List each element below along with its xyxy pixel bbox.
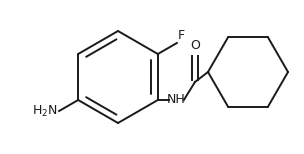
- Text: H$_2$N: H$_2$N: [32, 103, 57, 119]
- Text: O: O: [190, 39, 200, 52]
- Text: NH: NH: [167, 93, 185, 105]
- Text: F: F: [178, 29, 185, 42]
